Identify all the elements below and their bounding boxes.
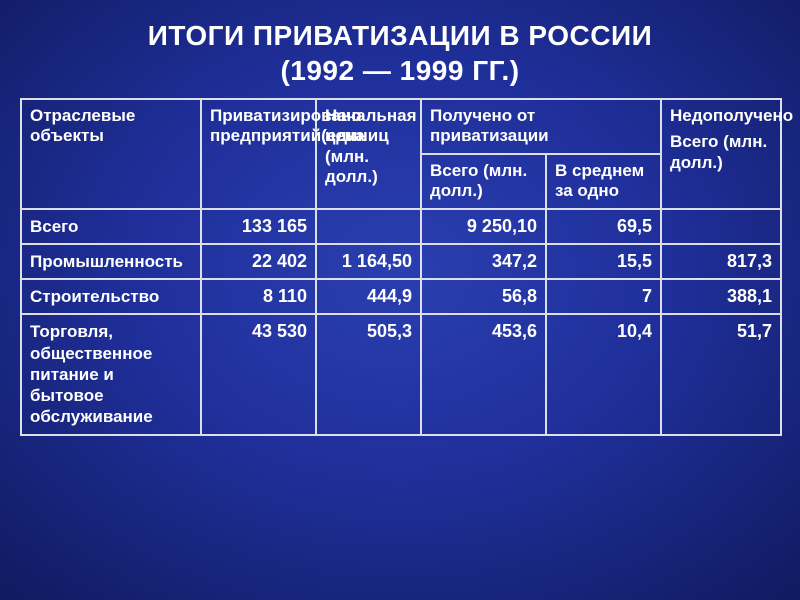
- cell: 133 165: [201, 209, 316, 244]
- cell: 7: [546, 279, 661, 314]
- header-row-1: Отраслевые объекты Приватизировано предп…: [21, 99, 781, 154]
- cell: 505,3: [316, 314, 421, 434]
- col-header-received-avg: В среднем за одно: [546, 154, 661, 209]
- cell: [661, 209, 781, 244]
- col-header-received-total: Всего (млн. долл.): [421, 154, 546, 209]
- col-header-privatized: Приватизировано предприятий(единиц: [201, 99, 316, 209]
- cell: 51,7: [661, 314, 781, 434]
- col-header-received-group: Получено от приватизации: [421, 99, 661, 154]
- cell: 15,5: [546, 244, 661, 279]
- cell: 817,3: [661, 244, 781, 279]
- shortfall-sub: Всего (млн. долл.): [670, 132, 772, 173]
- cell: 22 402: [201, 244, 316, 279]
- privatization-table: Отраслевые объекты Приватизировано предп…: [20, 98, 782, 436]
- table-row: Торговля, общественное питание и бытовое…: [21, 314, 781, 434]
- cell: 8 110: [201, 279, 316, 314]
- col-header-sector: Отраслевые объекты: [21, 99, 201, 209]
- row-label: Торговля, общественное питание и бытовое…: [21, 314, 201, 434]
- cell: 69,5: [546, 209, 661, 244]
- cell: 10,4: [546, 314, 661, 434]
- row-label: Промышленность: [21, 244, 201, 279]
- cell: 1 164,50: [316, 244, 421, 279]
- col-header-shortfall: Недополучено Всего (млн. долл.): [661, 99, 781, 209]
- cell: 56,8: [421, 279, 546, 314]
- title-line-2: (1992 — 1999 ГГ.): [20, 53, 780, 88]
- cell: 444,9: [316, 279, 421, 314]
- table-row: Строительство 8 110 444,9 56,8 7 388,1: [21, 279, 781, 314]
- table-row: Промышленность 22 402 1 164,50 347,2 15,…: [21, 244, 781, 279]
- slide: ИТОГИ ПРИВАТИЗАЦИИ В РОССИИ (1992 — 1999…: [0, 0, 800, 600]
- cell: 453,6: [421, 314, 546, 434]
- col-header-initial-price: Начальная цена (млн. долл.): [316, 99, 421, 209]
- row-label: Строительство: [21, 279, 201, 314]
- cell: 9 250,10: [421, 209, 546, 244]
- cell: 347,2: [421, 244, 546, 279]
- row-label: Всего: [21, 209, 201, 244]
- table-row: Всего 133 165 9 250,10 69,5: [21, 209, 781, 244]
- cell: 388,1: [661, 279, 781, 314]
- slide-title: ИТОГИ ПРИВАТИЗАЦИИ В РОССИИ (1992 — 1999…: [20, 18, 780, 88]
- cell: [316, 209, 421, 244]
- title-line-1: ИТОГИ ПРИВАТИЗАЦИИ В РОССИИ: [20, 18, 780, 53]
- shortfall-top: Недополучено: [670, 106, 793, 125]
- cell: 43 530: [201, 314, 316, 434]
